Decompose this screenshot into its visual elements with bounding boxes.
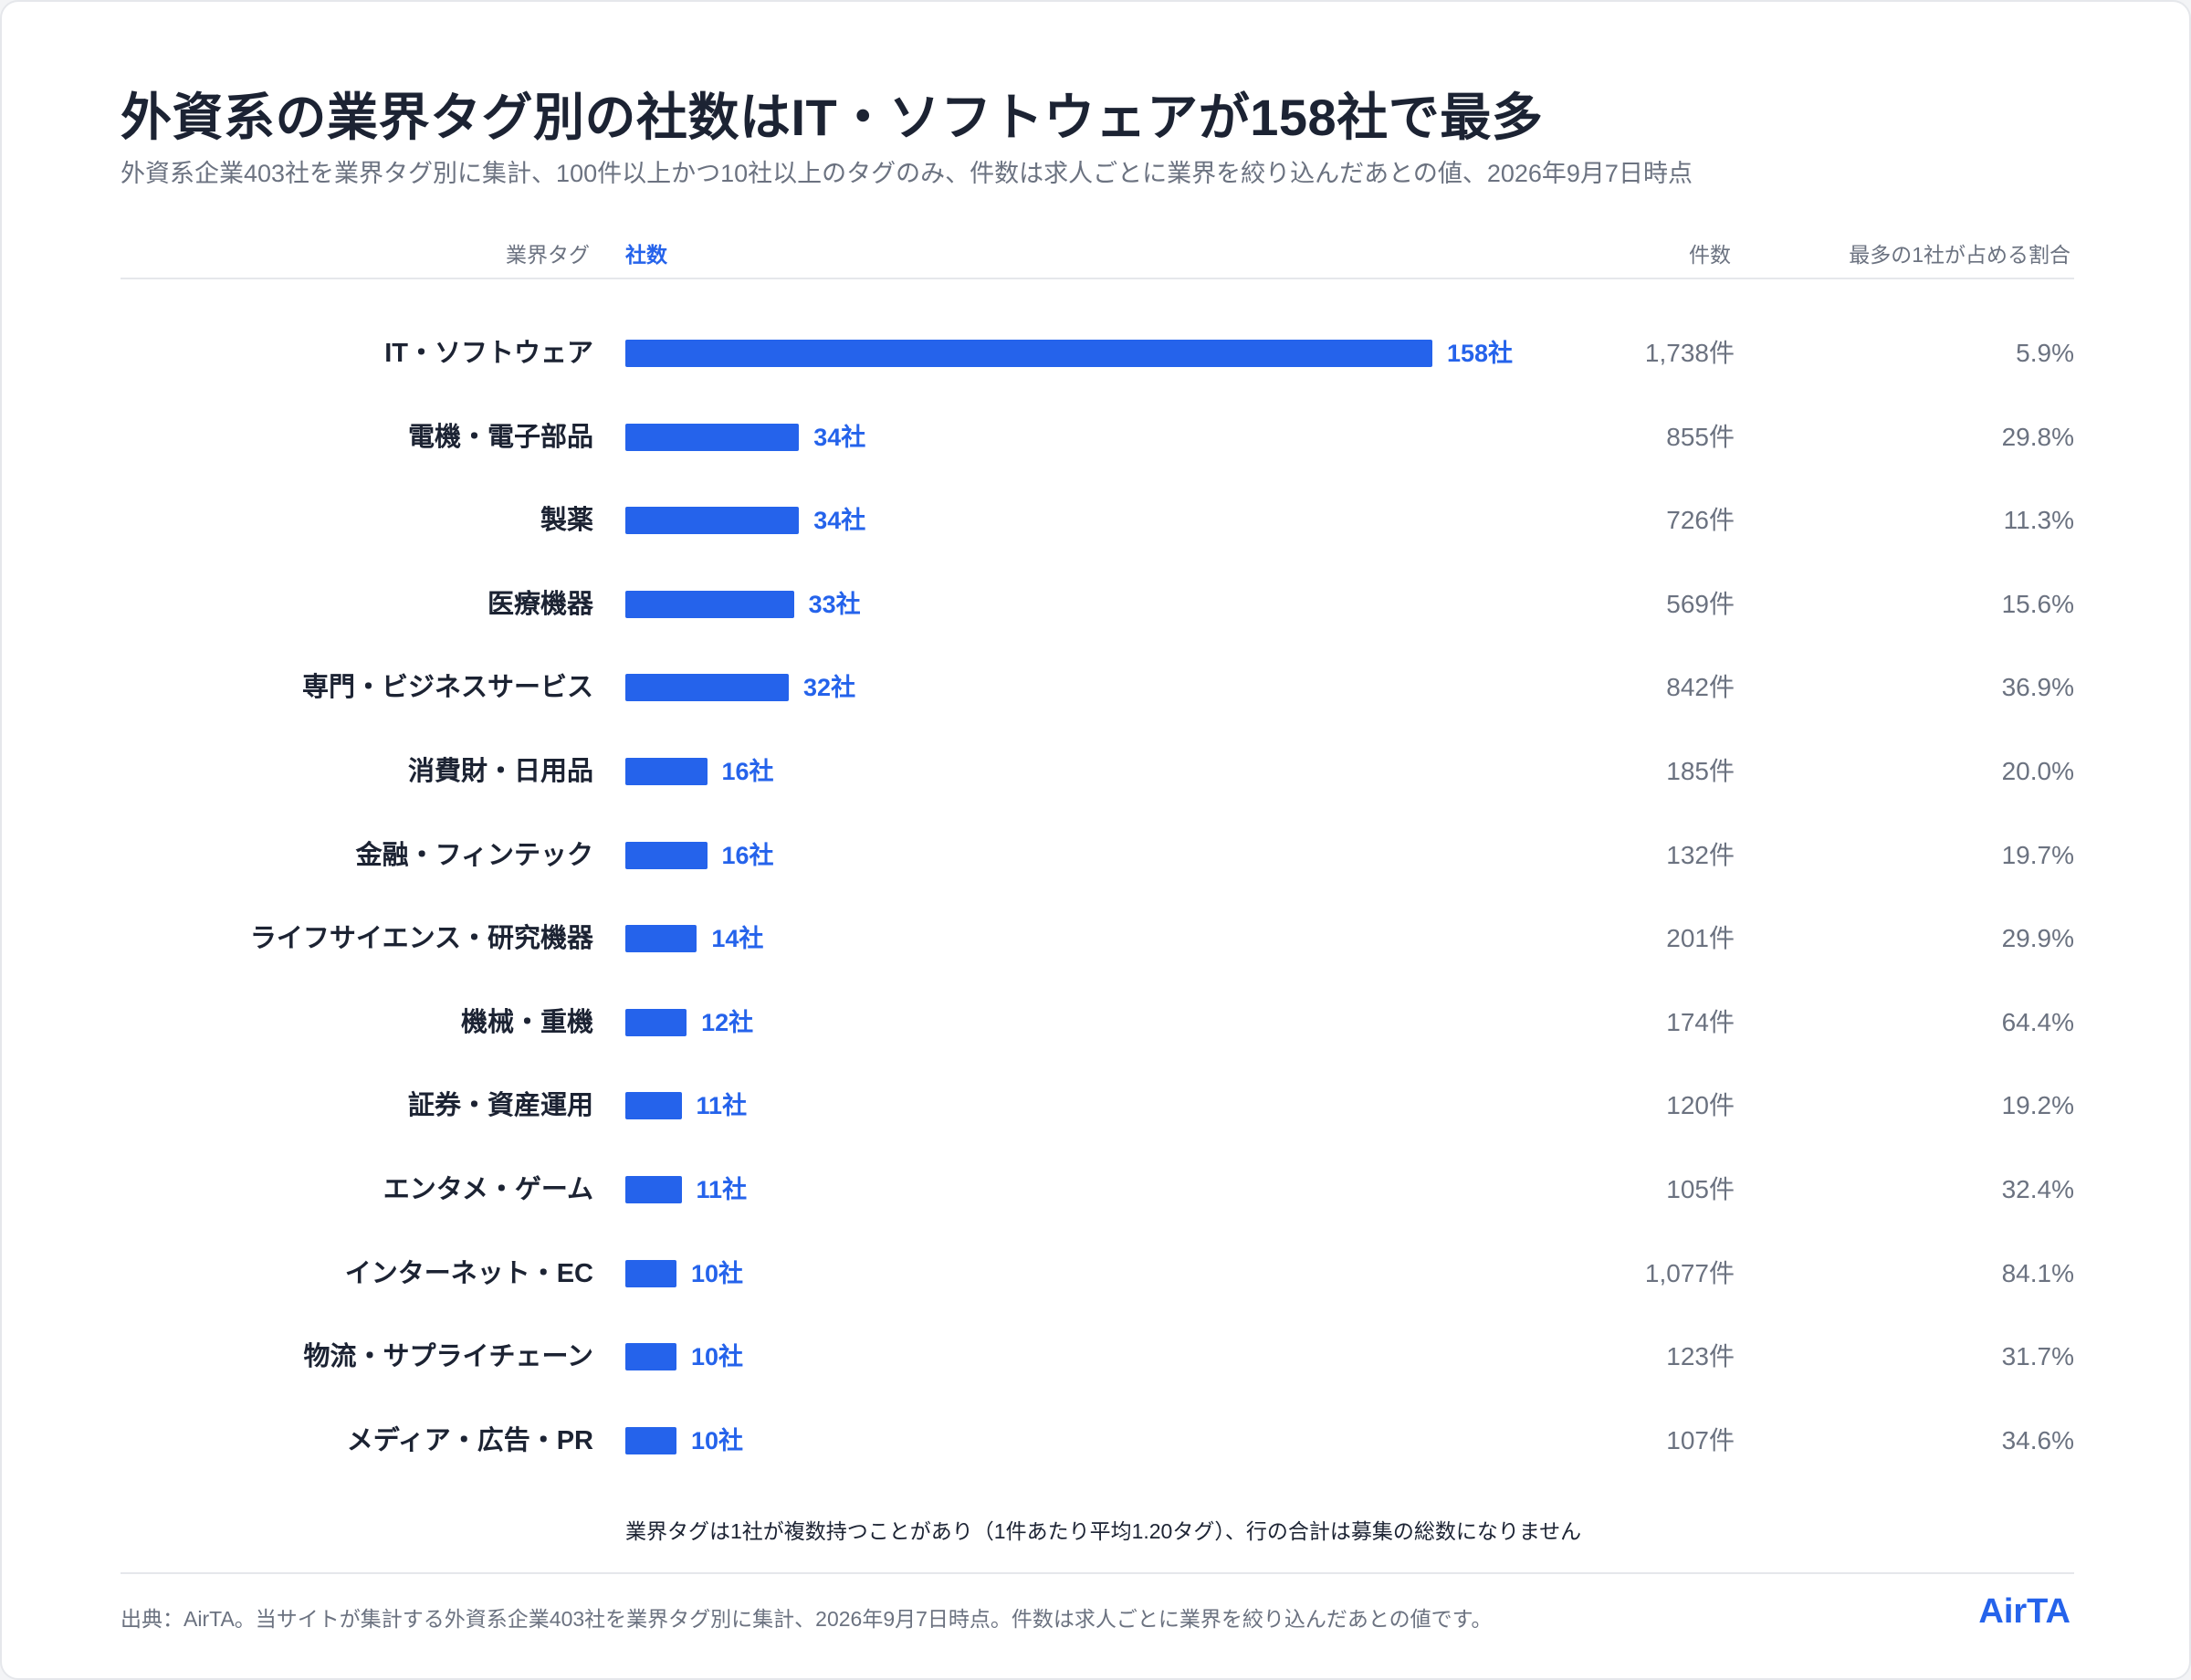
- jobs-count: 123件: [1666, 1342, 1735, 1371]
- category-label: エンタメ・ゲーム: [383, 1175, 593, 1204]
- jobs-count: 726件: [1666, 506, 1735, 535]
- top-share-value: 32.4%: [2001, 1175, 2074, 1203]
- category-label: 金融・フィンテック: [355, 840, 593, 870]
- category-label: ライフサイエンス・研究機器: [249, 924, 593, 954]
- bar-value-label: 34社: [813, 423, 866, 451]
- jobs-count: 855件: [1666, 422, 1735, 451]
- bar-row: エンタメ・ゲーム 11社 105件 32.4%: [2, 1162, 2191, 1217]
- bar: [625, 1343, 676, 1371]
- bar-row: 専門・ビジネスサービス 32社 842件 36.9%: [2, 660, 2191, 715]
- top-share-value: 5.9%: [2016, 339, 2074, 367]
- bar: [625, 340, 1432, 367]
- bar: [625, 674, 790, 702]
- bar: [625, 1092, 682, 1120]
- bar-row: IT・ソフトウェア 158社 1,738件 5.9%: [2, 326, 2191, 381]
- footer-divider: [121, 1572, 2074, 1574]
- top-share-value: 36.9%: [2001, 673, 2074, 702]
- category-label: 物流・サプライチェーン: [303, 1342, 593, 1372]
- bar-value-label: 33社: [808, 590, 861, 618]
- bar-row: 証券・資産運用 11社 120件 19.2%: [2, 1078, 2191, 1133]
- chart-subtitle: 外資系企業403社を業界タグ別に集計、100件以上かつ10社以上のタグのみ、件数…: [121, 160, 1693, 187]
- top-share-value: 31.7%: [2001, 1342, 2074, 1371]
- top-share-value: 20.0%: [2001, 757, 2074, 785]
- bar-value-label: 16社: [721, 758, 774, 785]
- bar-value-label: 10社: [690, 1259, 743, 1287]
- category-label: 機械・重機: [460, 1007, 593, 1037]
- jobs-count: 105件: [1666, 1175, 1735, 1203]
- bar: [625, 507, 800, 535]
- column-header-companies: 社数: [625, 243, 667, 267]
- bar-row: メディア・広告・PR 10社 107件 34.6%: [2, 1413, 2191, 1468]
- category-label: 医療機器: [487, 589, 593, 619]
- bar-row: 医療機器 33社 569件 15.6%: [2, 577, 2191, 632]
- brand-logo: AirTA: [1978, 1592, 2070, 1631]
- top-share-value: 19.7%: [2001, 840, 2074, 869]
- bar: [625, 423, 800, 451]
- bar-row: 製薬 34社 726件 11.3%: [2, 493, 2191, 548]
- top-share-value: 29.9%: [2001, 924, 2074, 953]
- bar-value-label: 11社: [696, 1176, 748, 1203]
- column-header-tag: 業界タグ: [506, 243, 590, 267]
- column-header-jobs: 件数: [1689, 243, 1731, 267]
- bar: [625, 1008, 687, 1036]
- bar-value-label: 12社: [701, 1008, 754, 1036]
- bar-value-label: 14社: [711, 925, 764, 953]
- bar: [625, 1176, 682, 1203]
- top-share-value: 15.6%: [2001, 589, 2074, 618]
- jobs-count: 174件: [1666, 1007, 1735, 1036]
- jobs-count: 185件: [1666, 757, 1735, 785]
- category-label: 専門・ビジネスサービス: [301, 673, 593, 703]
- category-label: メディア・広告・PR: [346, 1425, 593, 1455]
- jobs-count: 1,077件: [1644, 1258, 1735, 1287]
- jobs-count: 120件: [1666, 1091, 1735, 1120]
- source-text: 出典：AirTA。当サイトが集計する外資系企業403社を業界タグ別に集計、202…: [121, 1607, 1493, 1631]
- header-divider: [121, 278, 2074, 279]
- jobs-count: 107件: [1666, 1425, 1735, 1454]
- bar-value-label: 11社: [696, 1092, 748, 1120]
- bar-value-label: 16社: [721, 841, 774, 869]
- bar: [625, 925, 697, 953]
- top-share-value: 64.4%: [2001, 1007, 2074, 1036]
- bar-value-label: 10社: [690, 1426, 743, 1454]
- top-share-value: 29.8%: [2001, 422, 2074, 451]
- jobs-count: 842件: [1666, 673, 1735, 702]
- category-label: 電機・電子部品: [407, 422, 593, 452]
- category-label: インターネット・EC: [344, 1258, 593, 1288]
- category-label: 証券・資産運用: [407, 1091, 593, 1121]
- chart-note: 業界タグは1社が複数持つことがあり（1件あたり平均1.20タグ）、行の合計は募集…: [625, 1519, 1582, 1543]
- bar-value-label: 34社: [813, 507, 866, 535]
- top-share-value: 84.1%: [2001, 1258, 2074, 1287]
- category-label: IT・ソフトウェア: [384, 339, 593, 368]
- bar-value-label: 158社: [1447, 340, 1514, 367]
- chart-title: 外資系の業界タグ別の社数はIT・ソフトウェアが158社で最多: [121, 89, 1544, 146]
- bar-row: 物流・サプライチェーン 10社 123件 31.7%: [2, 1329, 2191, 1384]
- category-label: 製薬: [540, 506, 593, 536]
- bar: [625, 758, 708, 785]
- bar-row: インターネット・EC 10社 1,077件 84.1%: [2, 1246, 2191, 1301]
- jobs-count: 132件: [1666, 840, 1735, 869]
- bar-row: 電機・電子部品 34社 855件 29.8%: [2, 410, 2191, 465]
- bar: [625, 1426, 676, 1454]
- bar: [625, 841, 708, 869]
- jobs-count: 1,738件: [1644, 339, 1735, 367]
- jobs-count: 201件: [1666, 924, 1735, 953]
- jobs-count: 569件: [1666, 589, 1735, 618]
- category-label: 消費財・日用品: [407, 757, 593, 786]
- column-header-share: 最多の1社が占める割合: [1849, 243, 2070, 267]
- bar-row: 機械・重機 12社 174件 64.4%: [2, 995, 2191, 1050]
- bar-value-label: 10社: [690, 1343, 743, 1371]
- top-share-value: 19.2%: [2001, 1091, 2074, 1120]
- bar-row: 消費財・日用品 16社 185件 20.0%: [2, 744, 2191, 799]
- top-share-value: 34.6%: [2001, 1425, 2074, 1454]
- top-share-value: 11.3%: [2003, 506, 2074, 535]
- bar-row: 金融・フィンテック 16社 132件 19.7%: [2, 828, 2191, 883]
- bar-row: ライフサイエンス・研究機器 14社 201件 29.9%: [2, 911, 2191, 966]
- bar-value-label: 32社: [803, 674, 856, 702]
- bar: [625, 590, 794, 618]
- bar: [625, 1259, 676, 1287]
